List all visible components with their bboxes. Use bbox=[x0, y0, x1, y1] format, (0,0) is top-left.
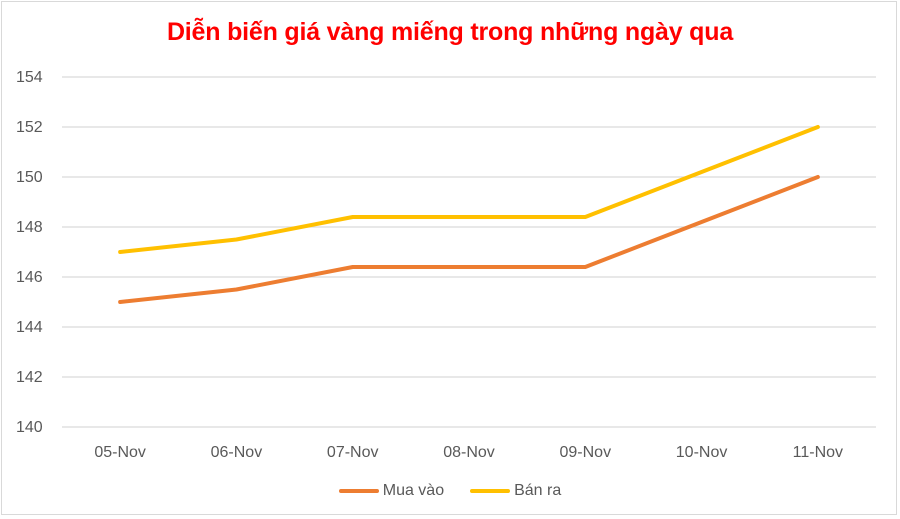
x-tick-label: 08-Nov bbox=[443, 444, 495, 461]
x-tick-label: 05-Nov bbox=[94, 444, 146, 461]
series-lines bbox=[118, 125, 820, 304]
x-tick-label: 09-Nov bbox=[559, 444, 611, 461]
gridlines bbox=[62, 76, 876, 428]
legend-swatch-ban-ra bbox=[470, 489, 511, 493]
x-tick-label: 11-Nov bbox=[793, 444, 843, 461]
y-tick-label: 148 bbox=[16, 219, 43, 236]
legend: Mua vào Bán ra bbox=[0, 482, 900, 500]
y-tick-label: 146 bbox=[16, 269, 43, 286]
legend-item-mua-vao: Mua vào bbox=[338, 482, 445, 500]
y-tick-label: 140 bbox=[16, 419, 43, 436]
y-tick-label: 152 bbox=[16, 119, 43, 136]
series-line bbox=[118, 125, 820, 254]
y-tick-label: 144 bbox=[16, 319, 43, 336]
chart-title: Diễn biến giá vàng miếng trong những ngà… bbox=[166, 18, 734, 46]
legend-item-ban-ra: Bán ra bbox=[470, 482, 561, 500]
legend-label-ban-ra: Bán ra bbox=[514, 482, 562, 499]
legend-swatch-mua-vao bbox=[338, 489, 379, 493]
y-axis-ticks: 140 142 144 146 148 150 152 154 bbox=[16, 69, 43, 436]
x-axis-ticks: 05-Nov 06-Nov 07-Nov 08-Nov 09-Nov 10-Nov 11-N… bbox=[94, 444, 843, 461]
y-tick-label: 142 bbox=[16, 369, 43, 386]
y-tick-label: 154 bbox=[16, 69, 43, 86]
series-line bbox=[118, 175, 820, 304]
x-tick-label: 06-Nov bbox=[211, 444, 263, 461]
legend-label-mua-vao: Mua vào bbox=[382, 482, 445, 499]
x-tick-label: 10-Nov bbox=[676, 444, 728, 461]
y-tick-label: 150 bbox=[16, 169, 43, 186]
x-tick-label: 07-Nov bbox=[327, 444, 379, 461]
